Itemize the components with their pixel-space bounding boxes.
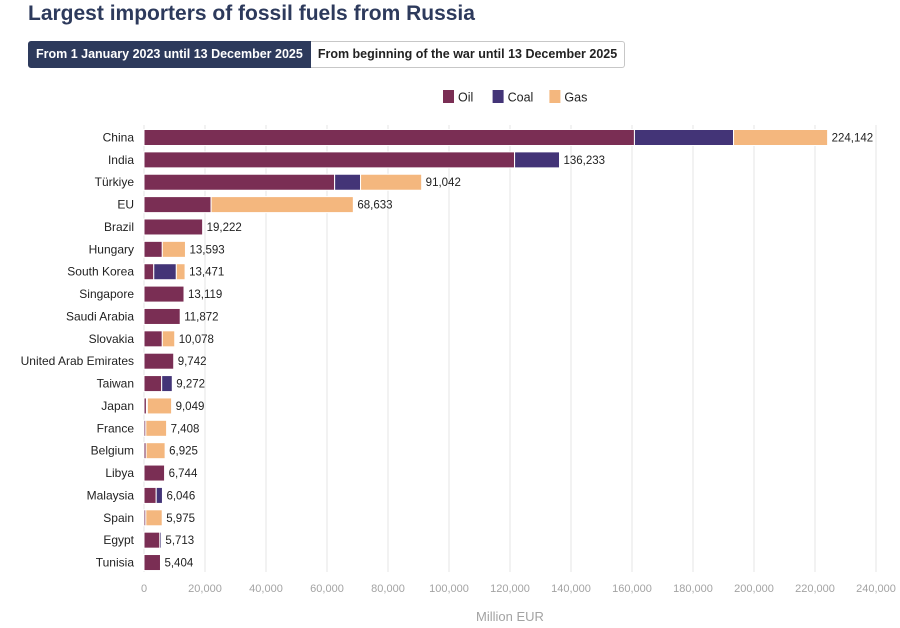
category-label: United Arab Emirates	[21, 354, 134, 368]
total-value-label: 7,408	[171, 423, 200, 435]
total-value-label: 5,713	[165, 535, 194, 547]
total-value-label: 6,046	[166, 490, 195, 502]
total-value-label: 13,593	[189, 244, 224, 256]
category-label: EU	[117, 198, 134, 212]
x-tick-label: 60,000	[310, 583, 344, 595]
bar-oil	[143, 129, 635, 146]
x-tick-label: 0	[141, 583, 147, 595]
total-value-label: 9,272	[176, 379, 205, 391]
total-value-label: 91,042	[426, 177, 461, 189]
category-label: Türkiye	[95, 175, 135, 189]
bar-gas	[146, 397, 173, 415]
bar-oil	[143, 263, 155, 281]
bar-gas	[145, 419, 168, 437]
bar-oil	[143, 218, 204, 236]
x-tick-label: 100,000	[429, 583, 469, 595]
page-title: Largest importers of fossil fuels from R…	[28, 2, 475, 25]
bar-oil	[143, 240, 163, 258]
legend-label-coal: Coal	[508, 91, 534, 105]
total-value-label: 10,078	[179, 334, 214, 346]
x-tick-label: 80,000	[371, 583, 405, 595]
legend-swatch-coal	[492, 90, 504, 103]
bar-oil	[143, 486, 157, 504]
bar-gas	[210, 196, 354, 214]
x-tick-label: 120,000	[490, 583, 530, 595]
category-label: Spain	[103, 511, 134, 525]
period-tabs: From 1 January 2023 until 13 December 20…	[28, 41, 626, 68]
tab-since-war-start[interactable]: From beginning of the war until 13 Decem…	[310, 41, 626, 68]
tab-since-2023[interactable]: From 1 January 2023 until 13 December 20…	[28, 41, 311, 68]
total-value-label: 6,925	[169, 446, 198, 458]
x-tick-label: 240,000	[856, 583, 896, 595]
bar-coal	[633, 129, 735, 146]
x-tick-label: 40,000	[249, 583, 283, 595]
bar-coal	[161, 375, 173, 393]
legend-swatch-gas	[549, 90, 561, 103]
total-value-label: 68,633	[357, 200, 392, 212]
bar-oil	[143, 375, 163, 393]
category-label: Tunisia	[96, 556, 135, 570]
category-label: Libya	[105, 466, 134, 480]
legend-swatch-oil	[443, 90, 454, 103]
category-label: Slovakia	[89, 332, 135, 346]
bar-coal	[334, 173, 362, 191]
bar-coal	[153, 263, 177, 281]
bar-oil	[143, 285, 185, 303]
category-label: India	[108, 153, 134, 167]
bar-oil	[143, 307, 181, 325]
bar-gas	[360, 173, 423, 191]
bar-gas	[145, 442, 166, 460]
x-tick-label: 160,000	[612, 583, 652, 595]
bar-oil	[143, 330, 163, 348]
legend-label-oil: Oil	[458, 91, 473, 105]
total-value-label: 19,222	[207, 222, 242, 234]
category-label: Hungary	[89, 242, 134, 256]
total-value-label: 13,119	[188, 289, 222, 301]
category-label: Saudi Arabia	[66, 309, 134, 323]
x-tick-label: 200,000	[734, 583, 774, 595]
bar-oil	[143, 196, 212, 214]
bar-oil	[143, 464, 166, 482]
x-tick-label: 140,000	[551, 583, 591, 595]
total-value-label: 6,744	[169, 468, 198, 480]
legend-label-gas: Gas	[564, 91, 587, 105]
total-value-label: 5,404	[164, 558, 193, 570]
x-tick-label: 220,000	[795, 583, 835, 595]
total-value-label: 136,233	[564, 155, 606, 167]
bar-gas	[175, 263, 186, 281]
bar-oil	[143, 531, 161, 549]
bar-gas	[733, 129, 829, 146]
total-value-label: 224,142	[832, 133, 874, 145]
bar-oil	[143, 173, 336, 191]
bar-coal	[155, 486, 163, 504]
category-label: China	[103, 131, 135, 145]
total-value-label: 13,471	[189, 267, 224, 279]
category-label: Belgium	[91, 444, 134, 458]
total-value-label: 5,975	[166, 513, 195, 525]
bar-oil	[143, 554, 161, 572]
category-label: Malaysia	[87, 488, 135, 502]
total-value-label: 9,049	[176, 401, 205, 413]
category-label: Japan	[101, 399, 134, 413]
category-label: Brazil	[104, 220, 134, 234]
bar-coal	[159, 531, 162, 549]
category-label: Egypt	[103, 533, 134, 547]
category-label: Taiwan	[97, 377, 134, 391]
bar-gas	[161, 240, 186, 258]
x-tick-label: 180,000	[673, 583, 713, 595]
bar-gas	[145, 509, 163, 527]
bar-oil	[143, 151, 516, 169]
category-label: France	[97, 421, 135, 435]
bar-oil	[143, 352, 175, 370]
total-value-label: 9,742	[178, 356, 207, 368]
category-label: South Korea	[67, 265, 134, 279]
total-value-label: 11,872	[184, 311, 218, 323]
x-axis-title: Million EUR	[476, 609, 544, 624]
x-tick-label: 20,000	[188, 583, 222, 595]
bar-coal	[514, 151, 561, 169]
bar-gas	[161, 330, 176, 348]
category-label: Singapore	[79, 287, 134, 301]
